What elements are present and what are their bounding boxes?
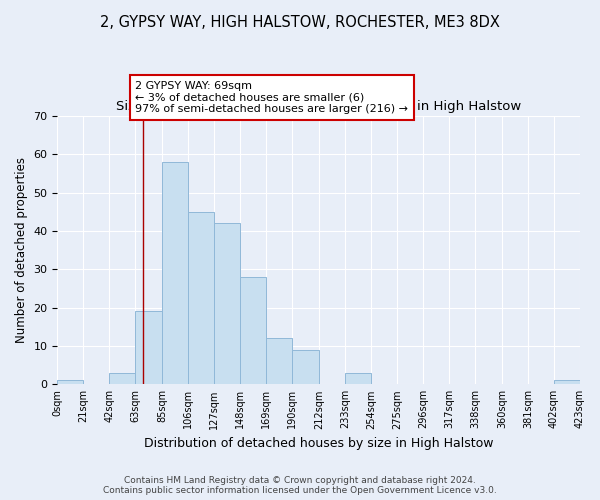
Bar: [345, 373, 371, 384]
Bar: [214, 224, 240, 384]
Text: Contains HM Land Registry data © Crown copyright and database right 2024.
Contai: Contains HM Land Registry data © Crown c…: [103, 476, 497, 495]
Text: 2, GYPSY WAY, HIGH HALSTOW, ROCHESTER, ME3 8DX: 2, GYPSY WAY, HIGH HALSTOW, ROCHESTER, M…: [100, 15, 500, 30]
Bar: [109, 373, 135, 384]
Y-axis label: Number of detached properties: Number of detached properties: [15, 157, 28, 343]
Bar: [266, 338, 292, 384]
Bar: [554, 380, 580, 384]
Bar: [58, 380, 83, 384]
Title: Size of property relative to detached houses in High Halstow: Size of property relative to detached ho…: [116, 100, 521, 114]
X-axis label: Distribution of detached houses by size in High Halstow: Distribution of detached houses by size …: [144, 437, 493, 450]
Bar: [292, 350, 319, 384]
Bar: [163, 162, 188, 384]
Bar: [240, 277, 266, 384]
Bar: [135, 312, 163, 384]
Text: 2 GYPSY WAY: 69sqm
← 3% of detached houses are smaller (6)
97% of semi-detached : 2 GYPSY WAY: 69sqm ← 3% of detached hous…: [135, 81, 408, 114]
Bar: [188, 212, 214, 384]
